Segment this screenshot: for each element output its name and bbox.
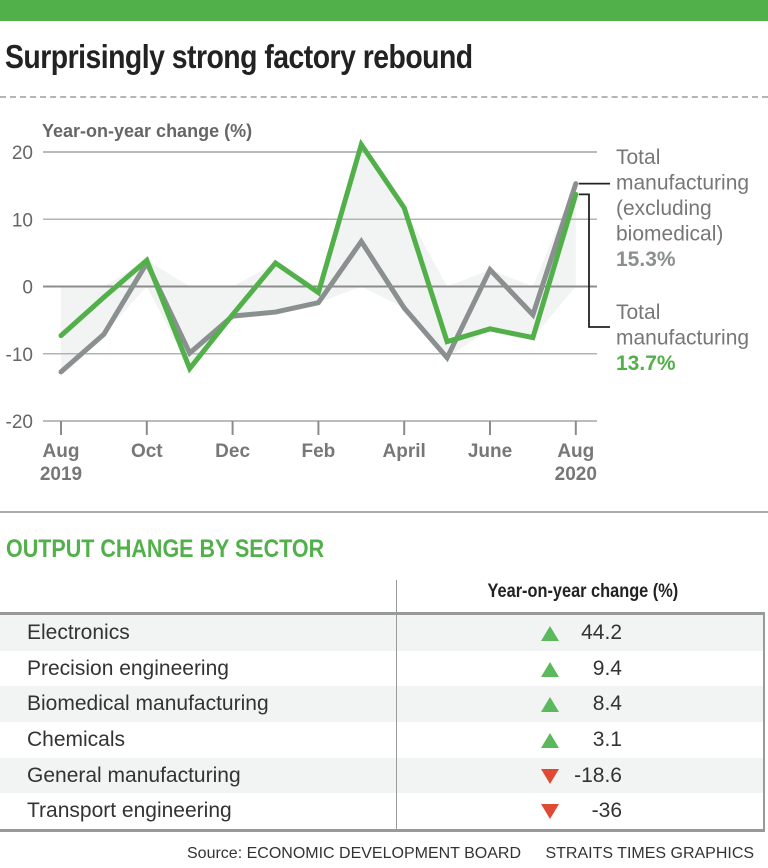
change-value: 8.4	[592, 692, 622, 716]
triangle-down-icon	[541, 768, 559, 784]
value-cell: -18.6	[396, 757, 764, 794]
value-cell: 9.4	[396, 650, 764, 687]
value-cell: 8.4	[396, 686, 764, 723]
y-tick-label: 0	[22, 278, 33, 299]
change-value: 9.4	[592, 656, 622, 680]
range-fill-area	[61, 144, 576, 372]
value-cell: 3.1	[396, 722, 764, 758]
y-tick-label: -20	[6, 412, 33, 433]
legend-label-total: manufacturing	[616, 327, 749, 350]
x-tick-label: 2019	[40, 464, 82, 485]
x-tick-label: Aug	[557, 441, 594, 462]
triangle-up-icon	[541, 626, 559, 641]
y-axis-label: Year-on-year change (%)	[42, 121, 252, 141]
title-divider	[0, 96, 768, 98]
table-row: Precision engineering 9.4	[0, 650, 764, 687]
change-value: -36	[591, 799, 622, 823]
source-note: Source: ECONOMIC DEVELOPMENT BOARD	[187, 845, 521, 862]
legend-label-excl-biomedical: manufacturing	[616, 172, 749, 195]
table-row: Biomedical manufacturing 8.4	[0, 686, 764, 723]
value-cell: 44.2	[396, 615, 764, 651]
leader-line-total	[578, 193, 610, 328]
x-tick-label: April	[383, 441, 426, 462]
section-divider	[0, 511, 768, 513]
sector-name: Chemicals	[27, 727, 126, 751]
sector-table-title: OUTPUT CHANGE BY SECTOR	[6, 535, 325, 563]
x-tick-label: Aug	[43, 441, 80, 462]
table-row: General manufacturing -18.6	[0, 757, 764, 794]
sector-table-body: Electronics 44.2 Precision engineering 9.4 B…	[0, 612, 765, 833]
change-value: -18.6	[574, 763, 622, 787]
x-tick-label: Oct	[131, 441, 163, 462]
y-tick-label: -10	[6, 345, 33, 366]
series-lines	[58, 138, 579, 375]
legend: Totalmanufacturing(excludingbiomedical)1…	[578, 146, 749, 375]
x-tick-label: June	[468, 441, 512, 462]
legend-label-total: Total	[616, 301, 660, 324]
legend-label-excl-biomedical: (excluding	[616, 197, 712, 220]
legend-label-excl-biomedical: Total	[616, 146, 660, 169]
sector-name: Transport engineering	[27, 799, 232, 823]
change-value: 3.1	[592, 728, 622, 752]
x-tick-label: Feb	[302, 441, 336, 462]
table-row: Chemicals 3.1	[0, 722, 763, 758]
credit-note: STRAITS TIMES GRAPHICS	[545, 845, 755, 862]
header-accent-bar	[0, 0, 768, 21]
triangle-down-icon	[541, 804, 559, 820]
footer: Source: ECONOMIC DEVELOPMENT BOARD STRAI…	[187, 845, 754, 863]
legend-value-total: 13.7%	[616, 352, 676, 375]
sector-name: General manufacturing	[27, 763, 241, 787]
sector-name: Electronics	[27, 620, 130, 644]
column-header: Year-on-year change (%)	[396, 580, 768, 612]
x-tick-label: 2020	[555, 464, 597, 485]
triangle-up-icon	[541, 733, 559, 749]
column-header-label: Year-on-year change (%)	[487, 581, 679, 602]
series-line-excl-biomedical	[58, 181, 579, 375]
value-cell: -36	[396, 793, 764, 830]
triangle-up-icon	[541, 697, 559, 713]
series-line-total	[58, 138, 579, 374]
chart-title: Surprisingly strong factory rebound	[5, 38, 473, 75]
axes: Year-on-year change (%) 20100-10-20Aug20…	[6, 121, 597, 485]
sector-name: Biomedical manufacturing	[27, 692, 269, 716]
triangle-up-icon	[541, 661, 559, 677]
sector-name: Precision engineering	[27, 656, 229, 680]
y-tick-label: 20	[12, 143, 33, 164]
x-tick-label: Dec	[215, 441, 250, 462]
table-row: Electronics 44.2	[0, 615, 763, 651]
legend-value-excl-biomedical: 15.3%	[616, 248, 676, 271]
change-value: 44.2	[581, 621, 622, 644]
legend-label-excl-biomedical: biomedical)	[616, 223, 723, 246]
y-tick-label: 10	[12, 210, 33, 231]
line-chart: Year-on-year change (%) 20100-10-20Aug20…	[6, 121, 750, 485]
table-row: Transport engineering -36	[0, 793, 764, 830]
